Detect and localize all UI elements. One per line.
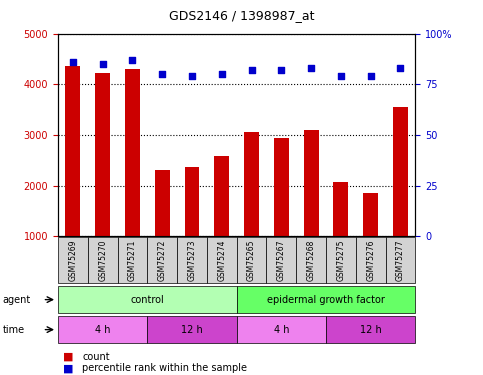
Text: agent: agent [2, 295, 30, 304]
FancyBboxPatch shape [177, 237, 207, 283]
FancyBboxPatch shape [385, 237, 415, 283]
Bar [333, 182, 348, 287]
FancyBboxPatch shape [326, 237, 356, 283]
Point [307, 65, 315, 71]
Point [188, 73, 196, 79]
Text: GSM75265: GSM75265 [247, 240, 256, 281]
Text: count: count [82, 352, 110, 362]
Bar [214, 156, 229, 287]
FancyBboxPatch shape [326, 316, 415, 343]
Text: GSM75272: GSM75272 [158, 240, 167, 281]
Text: 4 h: 4 h [273, 325, 289, 334]
Point [128, 57, 136, 63]
FancyBboxPatch shape [58, 286, 237, 313]
Point [367, 73, 375, 79]
Text: GSM75270: GSM75270 [98, 240, 107, 281]
FancyBboxPatch shape [147, 316, 237, 343]
Text: percentile rank within the sample: percentile rank within the sample [82, 363, 247, 373]
Bar [95, 73, 110, 287]
FancyBboxPatch shape [117, 237, 147, 283]
FancyBboxPatch shape [356, 237, 385, 283]
Text: ■: ■ [63, 363, 73, 373]
Bar [244, 132, 259, 287]
FancyBboxPatch shape [267, 237, 296, 283]
Bar [304, 130, 319, 287]
Point [69, 59, 77, 65]
Text: 12 h: 12 h [360, 325, 382, 334]
Point [278, 67, 285, 73]
Text: 12 h: 12 h [181, 325, 203, 334]
Text: GSM75268: GSM75268 [307, 240, 315, 281]
Text: epidermal growth factor: epidermal growth factor [267, 295, 385, 304]
FancyBboxPatch shape [237, 237, 267, 283]
FancyBboxPatch shape [296, 237, 326, 283]
FancyBboxPatch shape [237, 286, 415, 313]
FancyBboxPatch shape [147, 237, 177, 283]
Bar [393, 106, 408, 287]
Point [158, 71, 166, 77]
Text: GSM75267: GSM75267 [277, 240, 286, 281]
Text: GDS2146 / 1398987_at: GDS2146 / 1398987_at [169, 9, 314, 22]
Text: GSM75271: GSM75271 [128, 240, 137, 281]
Point [397, 65, 404, 71]
Text: GSM75276: GSM75276 [366, 240, 375, 281]
Text: control: control [130, 295, 164, 304]
Bar [274, 138, 289, 287]
FancyBboxPatch shape [207, 237, 237, 283]
Bar [125, 69, 140, 287]
Point [337, 73, 345, 79]
Point [99, 61, 107, 67]
Bar [155, 170, 170, 287]
Text: GSM75269: GSM75269 [69, 240, 77, 281]
Bar [65, 66, 80, 287]
FancyBboxPatch shape [237, 316, 326, 343]
Text: GSM75273: GSM75273 [187, 240, 197, 281]
Bar [363, 193, 378, 287]
Text: GSM75274: GSM75274 [217, 240, 226, 281]
FancyBboxPatch shape [58, 237, 88, 283]
Bar [185, 167, 199, 287]
Text: time: time [2, 325, 25, 334]
Text: 4 h: 4 h [95, 325, 111, 334]
Point [218, 71, 226, 77]
Point [248, 67, 256, 73]
FancyBboxPatch shape [88, 237, 117, 283]
Text: GSM75275: GSM75275 [337, 240, 345, 281]
Text: GSM75277: GSM75277 [396, 240, 405, 281]
FancyBboxPatch shape [58, 316, 147, 343]
Text: ■: ■ [63, 352, 73, 362]
